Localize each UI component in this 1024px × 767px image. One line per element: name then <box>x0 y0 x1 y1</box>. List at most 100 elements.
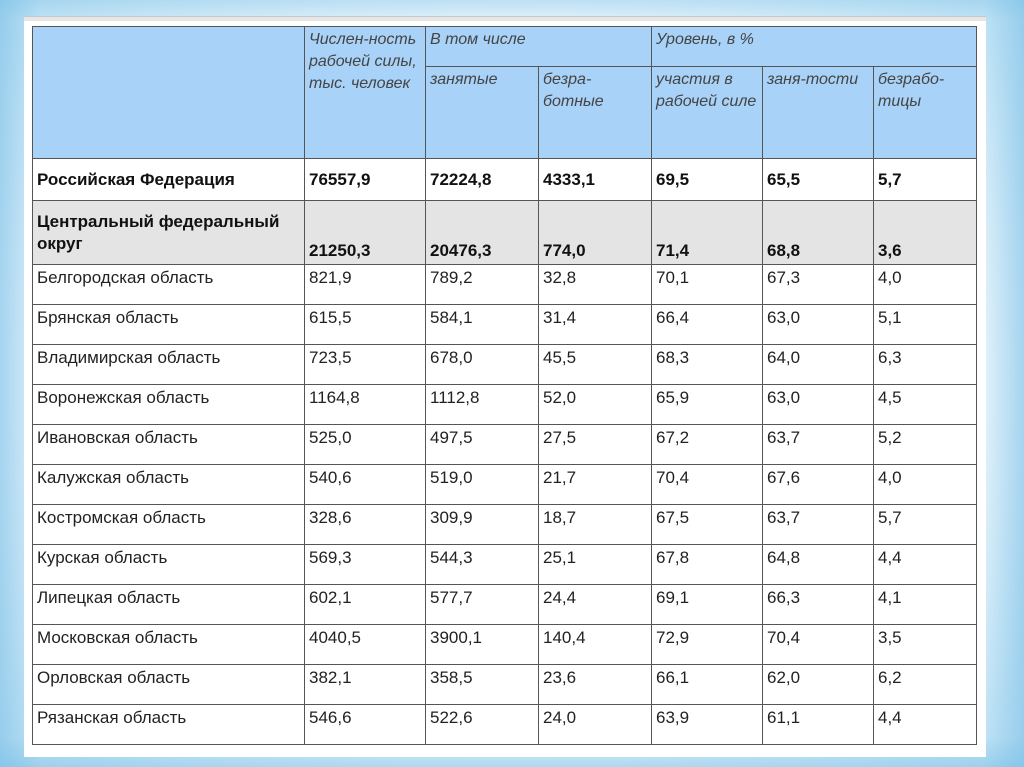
table-row: Курская область 569,3 544,3 25,1 67,8 64… <box>32 544 977 585</box>
cell-employed: 358,5 <box>425 664 539 705</box>
cell-unemployed: 52,0 <box>538 384 652 425</box>
cell-employed: 72224,8 <box>425 158 539 201</box>
cell-unemployment: 6,2 <box>873 664 977 705</box>
cell-employment: 63,7 <box>762 504 874 545</box>
cell-region: Курская область <box>32 544 305 585</box>
cell-labor: 1164,8 <box>304 384 426 425</box>
table-row: Орловская область 382,1 358,5 23,6 66,1 … <box>32 664 977 705</box>
cell-unemployment: 4,4 <box>873 544 977 585</box>
cell-region: Калужская область <box>32 464 305 505</box>
cell-region: Костромская область <box>32 504 305 545</box>
cell-employed: 584,1 <box>425 304 539 345</box>
cell-employed: 519,0 <box>425 464 539 505</box>
table-row: Белгородская область 821,9 789,2 32,8 70… <box>32 264 977 305</box>
cell-employment: 61,1 <box>762 704 874 745</box>
cell-participation: 71,4 <box>651 200 763 265</box>
header-labor-force: Числен-ность рабочей силы, тыс. человек <box>304 26 426 159</box>
header-unemployed: безра-ботные <box>538 66 652 159</box>
cell-employed: 3900,1 <box>425 624 539 665</box>
cell-unemployment: 4,0 <box>873 264 977 305</box>
cell-employed: 309,9 <box>425 504 539 545</box>
cell-region: Липецкая область <box>32 584 305 625</box>
cell-labor: 569,3 <box>304 544 426 585</box>
cell-participation: 67,2 <box>651 424 763 465</box>
cell-employed: 497,5 <box>425 424 539 465</box>
cell-participation: 66,4 <box>651 304 763 345</box>
cell-labor: 821,9 <box>304 264 426 305</box>
cell-labor: 525,0 <box>304 424 426 465</box>
table-row: Ивановская область 525,0 497,5 27,5 67,2… <box>32 424 977 465</box>
cell-region: Владимирская область <box>32 344 305 385</box>
cell-unemployed: 774,0 <box>538 200 652 265</box>
cell-unemployed: 21,7 <box>538 464 652 505</box>
cell-employed: 577,7 <box>425 584 539 625</box>
employment-table: Числен-ность рабочей силы, тыс. человек … <box>32 26 977 745</box>
cell-unemployed: 27,5 <box>538 424 652 465</box>
top-rule <box>24 17 986 21</box>
cell-unemployment: 4,0 <box>873 464 977 505</box>
cell-employment: 63,0 <box>762 384 874 425</box>
cell-employment: 67,3 <box>762 264 874 305</box>
header-employed: занятые <box>425 66 539 159</box>
cell-unemployed: 25,1 <box>538 544 652 585</box>
header-participation: участия в рабочей силе <box>651 66 763 159</box>
cell-participation: 66,1 <box>651 664 763 705</box>
cell-employed: 544,3 <box>425 544 539 585</box>
cell-unemployed: 32,8 <box>538 264 652 305</box>
cell-labor: 382,1 <box>304 664 426 705</box>
cell-unemployed: 23,6 <box>538 664 652 705</box>
cell-unemployment: 4,5 <box>873 384 977 425</box>
header-unemployment: безрабо-тицы <box>873 66 977 159</box>
table-row-central-district: Центральный федеральный округ 21250,3 20… <box>32 200 977 265</box>
cell-participation: 65,9 <box>651 384 763 425</box>
cell-employment: 63,7 <box>762 424 874 465</box>
header-employment: заня-тости <box>762 66 874 159</box>
cell-labor: 21250,3 <box>304 200 426 265</box>
cell-unemployed: 45,5 <box>538 344 652 385</box>
cell-unemployment: 4,4 <box>873 704 977 745</box>
header-including: В том числе <box>425 26 652 67</box>
cell-region: Воронежская область <box>32 384 305 425</box>
cell-unemployment: 5,1 <box>873 304 977 345</box>
cell-participation: 69,1 <box>651 584 763 625</box>
cell-unemployed: 24,4 <box>538 584 652 625</box>
cell-employment: 64,0 <box>762 344 874 385</box>
cell-employment: 62,0 <box>762 664 874 705</box>
table-row: Воронежская область 1164,8 1112,8 52,0 6… <box>32 384 977 425</box>
cell-employment: 63,0 <box>762 304 874 345</box>
cell-employed: 789,2 <box>425 264 539 305</box>
cell-participation: 70,4 <box>651 464 763 505</box>
cell-employed: 522,6 <box>425 704 539 745</box>
header-level: Уровень, в % <box>651 26 977 67</box>
cell-participation: 63,9 <box>651 704 763 745</box>
header-corner <box>32 26 305 159</box>
cell-participation: 72,9 <box>651 624 763 665</box>
cell-participation: 70,1 <box>651 264 763 305</box>
cell-region: Ивановская область <box>32 424 305 465</box>
table-row: Костромская область 328,6 309,9 18,7 67,… <box>32 504 977 545</box>
cell-region: Рязанская область <box>32 704 305 745</box>
cell-region: Орловская область <box>32 664 305 705</box>
cell-employment: 66,3 <box>762 584 874 625</box>
cell-employment: 65,5 <box>762 158 874 201</box>
cell-labor: 540,6 <box>304 464 426 505</box>
cell-unemployment: 3,6 <box>873 200 977 265</box>
cell-labor: 546,6 <box>304 704 426 745</box>
cell-labor: 328,6 <box>304 504 426 545</box>
cell-unemployment: 5,2 <box>873 424 977 465</box>
cell-labor: 602,1 <box>304 584 426 625</box>
cell-unemployment: 5,7 <box>873 504 977 545</box>
cell-unemployed: 4333,1 <box>538 158 652 201</box>
cell-region: Московская область <box>32 624 305 665</box>
cell-labor: 615,5 <box>304 304 426 345</box>
cell-participation: 69,5 <box>651 158 763 201</box>
table-row: Липецкая область 602,1 577,7 24,4 69,1 6… <box>32 584 977 625</box>
cell-region: Брянская область <box>32 304 305 345</box>
cell-region: Центральный федеральный округ <box>32 200 305 265</box>
cell-region: Белгородская область <box>32 264 305 305</box>
cell-employment: 68,8 <box>762 200 874 265</box>
table-sheet: Числен-ность рабочей силы, тыс. человек … <box>24 16 986 757</box>
table-row: Владимирская область 723,5 678,0 45,5 68… <box>32 344 977 385</box>
cell-region: Российская Федерация <box>32 158 305 201</box>
cell-participation: 67,5 <box>651 504 763 545</box>
